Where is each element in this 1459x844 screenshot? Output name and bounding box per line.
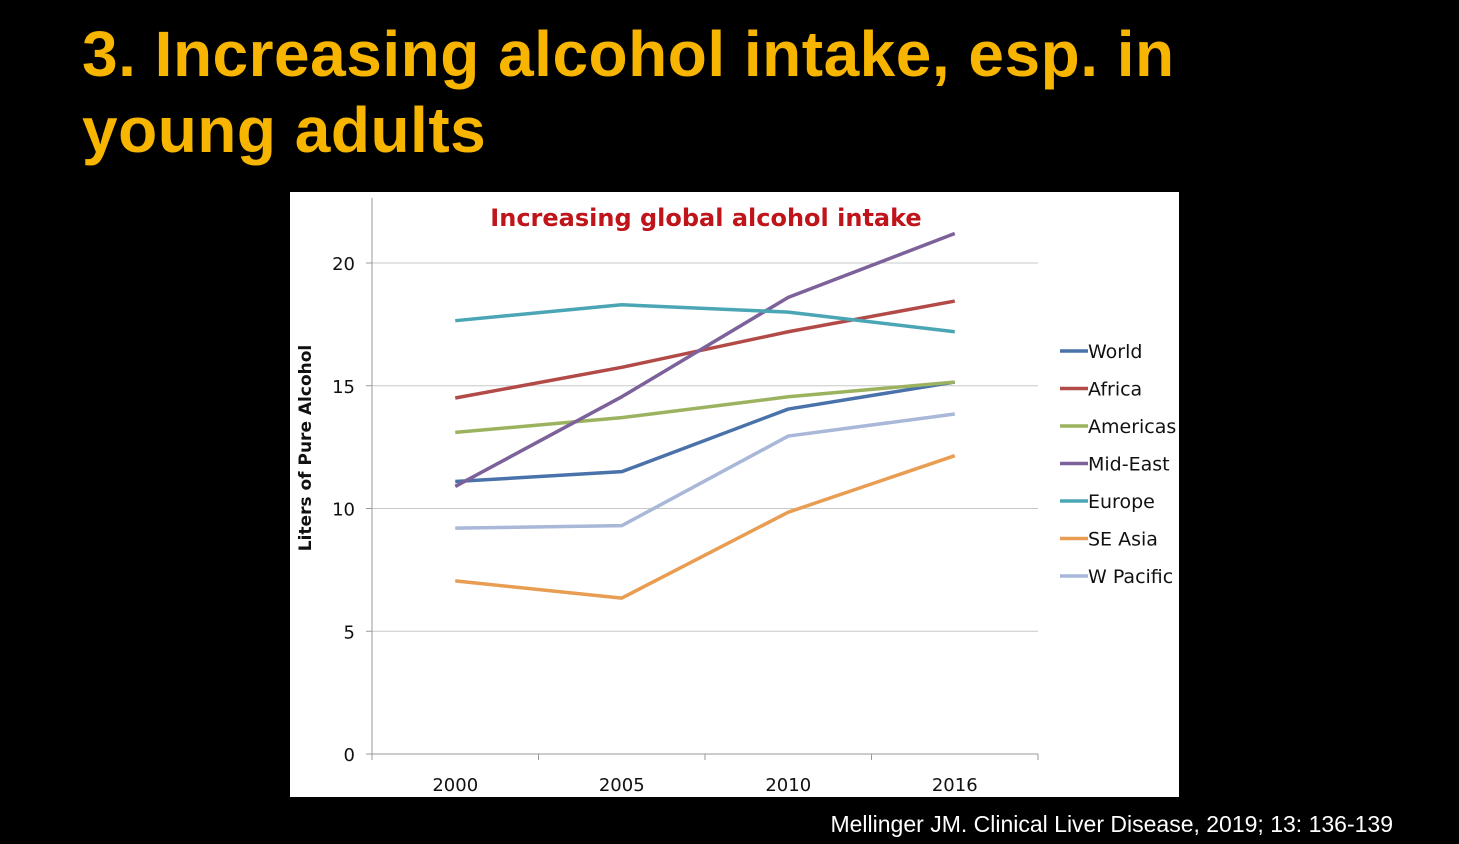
legend-label: Mid-East [1088, 454, 1170, 476]
legend-label: Europe [1088, 491, 1155, 513]
y-tick-label: 15 [332, 377, 355, 398]
series-line-se-asia [455, 454, 956, 600]
y-axis-label: Liters of Pure Alcohol [296, 345, 316, 551]
legend-label: Africa [1088, 379, 1142, 401]
y-tick-label: 0 [344, 745, 355, 766]
chart-panel [290, 192, 1179, 797]
legend-label: World [1088, 341, 1142, 363]
citation: Mellinger JM. Clinical Liver Disease, 20… [830, 811, 1393, 837]
legend-label: W Pacific [1088, 566, 1173, 588]
chart-title: Increasing global alcohol intake [490, 204, 921, 232]
y-tick-label: 10 [332, 500, 355, 521]
y-tick-label: 5 [344, 622, 355, 643]
x-tick-label: 2010 [765, 775, 811, 796]
series-line-world [455, 380, 956, 484]
series-line-africa [454, 299, 956, 400]
x-tick-label: 2000 [432, 775, 478, 796]
legend-label: Americas [1088, 416, 1176, 438]
series-line-w-pacific [455, 412, 955, 530]
series-line-mid-east [454, 231, 956, 488]
slide-title: 3. Increasing alcohol intake, esp. in yo… [82, 18, 1175, 166]
x-tick-label: 2005 [599, 775, 645, 796]
y-tick-label: 20 [332, 254, 355, 275]
legend-label: SE Asia [1088, 529, 1158, 551]
series-line-europe [455, 302, 955, 334]
x-tick-label: 2016 [932, 775, 978, 796]
series-line-americas [455, 380, 955, 435]
